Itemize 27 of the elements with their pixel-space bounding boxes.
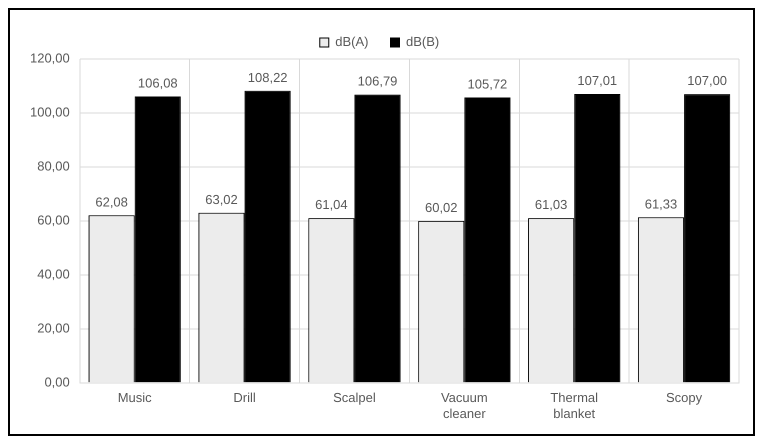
data-label: 105,72	[468, 76, 508, 92]
x-tick-label: Music	[118, 390, 152, 406]
x-tick-label: Scalpel	[333, 390, 376, 406]
x-tick-label: Scopy	[666, 390, 703, 406]
x-tick-label: Drill	[233, 390, 256, 406]
legend-label: dB(B)	[406, 34, 440, 50]
data-label: 61,04	[315, 197, 348, 212]
y-tick-label: 120,00	[30, 50, 70, 66]
y-tick-label: 20,00	[37, 320, 70, 336]
y-tick-label: 100,00	[30, 104, 70, 120]
y-tick-label: 40,00	[37, 266, 70, 282]
data-label: 62,08	[95, 194, 128, 210]
data-label: 107,00	[687, 73, 728, 88]
data-label: 61,03	[534, 197, 568, 212]
x-tick-label: Thermal blanket	[550, 390, 598, 421]
y-tick-label: 80,00	[37, 158, 70, 174]
data-label: 61,33	[644, 196, 678, 212]
x-tick-label: Vacuum cleaner	[440, 390, 488, 421]
y-tick-label: 0,00	[44, 374, 70, 390]
data-label: 63,02	[205, 192, 238, 207]
data-label: 106,79	[358, 74, 398, 89]
data-label: 108,22	[248, 70, 288, 85]
data-label: 60,02	[424, 200, 458, 215]
data-label: 106,08	[138, 76, 178, 91]
y-tick-label: 60,00	[37, 212, 70, 228]
data-label: 107,01	[577, 73, 618, 88]
legend-label: dB(A)	[335, 34, 369, 50]
